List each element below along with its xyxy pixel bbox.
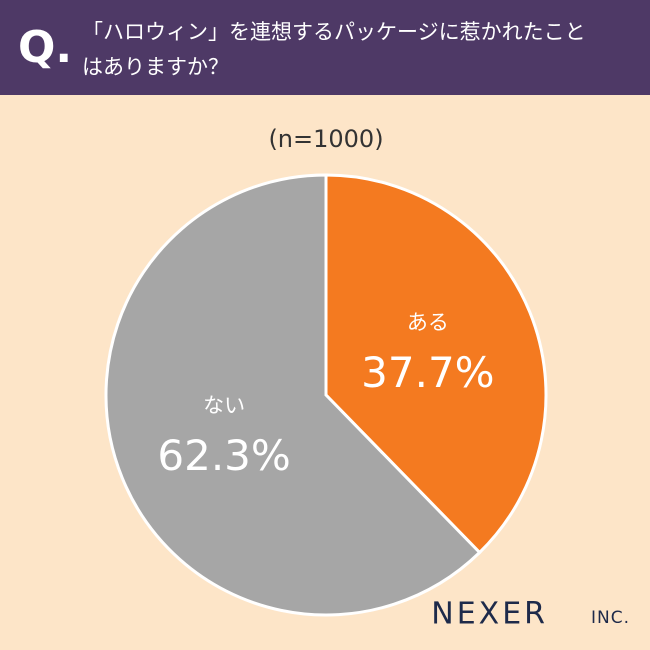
pie-slice	[324, 173, 548, 555]
subtitle: (n=1000)	[268, 125, 383, 153]
pie-labels: ある 37.7% ない 62.3%	[157, 311, 494, 480]
slice-category: ある	[407, 311, 449, 335]
logo-suffix: INC.	[591, 608, 630, 628]
slice-value-label: 62.3%	[157, 431, 290, 480]
header-bar	[0, 0, 650, 95]
logo: NEXER	[431, 597, 548, 632]
title-line: 「ハロウィン」を連想するパッケージに惹かれたこと	[82, 20, 586, 44]
slice-category: ない	[203, 393, 245, 417]
slice-value-label: 37.7%	[361, 348, 494, 397]
pie-slice	[104, 173, 482, 617]
q-label: Q.	[18, 22, 72, 73]
title-line: はありますか？	[82, 55, 229, 79]
pie	[104, 173, 548, 617]
